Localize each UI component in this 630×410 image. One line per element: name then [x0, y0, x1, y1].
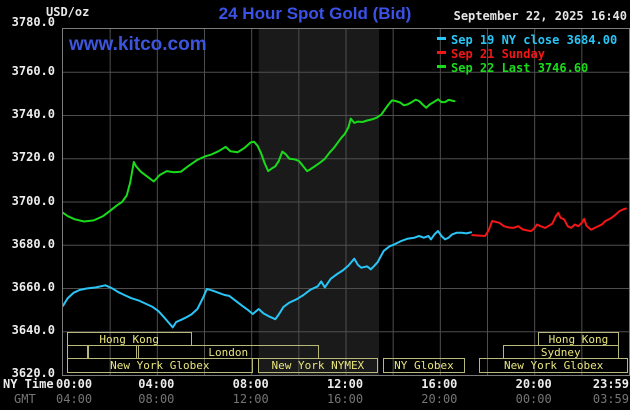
legend-dash-icon: [437, 64, 446, 68]
x-tick-label: 16:00: [421, 377, 458, 391]
page-title: 24 Hour Spot Gold (Bid): [218, 4, 412, 23]
session-label: New York Globex: [504, 359, 604, 372]
x-tick-label: 20:00: [421, 392, 458, 406]
session-box-sydney: Sydney: [503, 345, 619, 359]
x-tick-label: 20:00: [515, 377, 552, 391]
series-line-1: [471, 207, 627, 237]
y-axis-unit-label: USD/oz: [46, 5, 90, 19]
legend-dash-icon: [437, 50, 446, 54]
legend-item-2: Sep 22 Last 3746.60: [437, 57, 617, 75]
session-label: New York Globex: [110, 359, 210, 372]
price-chart: [63, 29, 629, 375]
session-box-ny-globex: NY Globex: [382, 358, 466, 373]
session-box-new-york-globex: New York Globex: [66, 358, 253, 373]
session-box-unlabeled: [87, 345, 138, 359]
session-label: Hong Kong: [548, 333, 609, 346]
y-tick-label: 3740.0: [11, 107, 55, 121]
plot-area: www.kitco.com: [62, 28, 630, 376]
legend-dash-icon: [437, 36, 446, 40]
legend-label: Sep 21 Sunday: [451, 47, 545, 61]
y-tick-label: 3780.0: [11, 15, 55, 29]
session-box-unlabeled: [66, 345, 88, 359]
session-box-hong-kong: Hong Kong: [538, 332, 619, 346]
x-tick-label: 08:00: [232, 377, 269, 391]
session-label: Sydney: [540, 346, 581, 359]
kitco-watermark: www.kitco.com: [69, 34, 207, 55]
x-tick-label: 00:00: [56, 377, 93, 391]
legend-item-1: Sep 21 Sunday: [437, 43, 617, 61]
legend-item-0: Sep 19 NY close 3684.00: [437, 29, 617, 47]
x-tick-label: 04:00: [56, 392, 93, 406]
session-box-hong-kong: Hong Kong: [66, 332, 192, 346]
x-axis-row-label-gmt: GMT: [14, 392, 36, 406]
x-tick-label: 08:00: [138, 392, 175, 406]
session-box-london: London: [137, 345, 320, 359]
x-tick-label: 00:00: [515, 392, 552, 406]
x-tick-label: 12:00: [326, 377, 364, 391]
legend: Sep 19 NY close 3684.00 Sep 21 Sunday Sep …: [437, 29, 617, 75]
x-tick-label: 23:59: [592, 377, 629, 391]
x-tick-label: 12:00: [232, 392, 269, 406]
series-line-0: [63, 230, 472, 329]
x-tick-label: 16:00: [326, 392, 364, 406]
legend-label: Sep 22 Last 3746.60: [451, 61, 589, 75]
y-tick-label: 3680.0: [11, 236, 55, 251]
session-label: London: [208, 346, 249, 359]
y-tick-label: 3640.0: [11, 323, 55, 338]
legend-label: Sep 19 NY close 3684.00: [451, 33, 618, 47]
session-box-new-york-nymex: New York NYMEX: [257, 358, 378, 373]
session-label: NY Globex: [394, 359, 454, 372]
y-tick-label: 3760.0: [11, 63, 55, 78]
session-label: Hong Kong: [99, 333, 159, 346]
session-box-new-york-globex: New York Globex: [479, 358, 628, 373]
series-line-2: [63, 98, 456, 223]
y-tick-label: 3720.0: [11, 150, 55, 165]
x-axis-row-label-ny-time: NY Time: [3, 377, 54, 391]
x-tick-label: 03:59: [592, 392, 629, 406]
x-tick-label: 04:00: [138, 377, 175, 391]
chart-datetime: September 22, 2025 16:40: [453, 9, 627, 23]
y-tick-label: 3660.0: [11, 280, 55, 294]
session-label: New York NYMEX: [271, 359, 365, 372]
y-tick-label: 3620.0: [11, 366, 55, 380]
y-tick-label: 3700.0: [11, 193, 55, 208]
